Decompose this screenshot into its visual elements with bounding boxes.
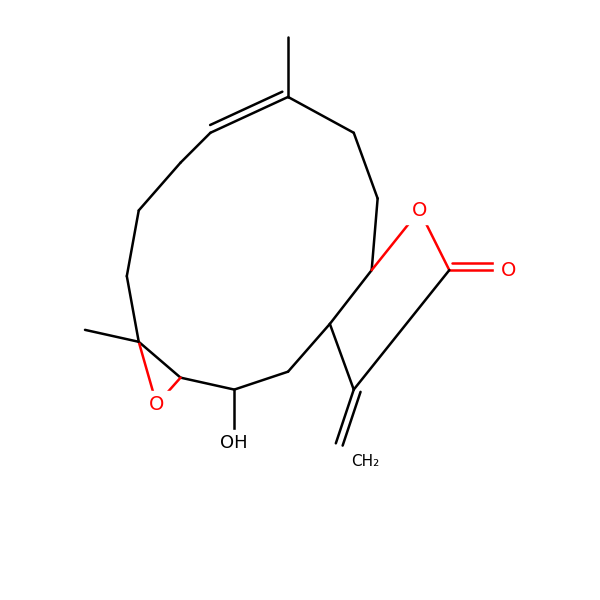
Text: O: O [412, 201, 427, 220]
Text: O: O [502, 260, 517, 280]
Bar [494, 257, 524, 283]
Text: O: O [149, 395, 164, 414]
Bar [404, 197, 434, 224]
Text: CH₂: CH₂ [352, 454, 380, 469]
Bar [218, 430, 251, 457]
Bar [142, 391, 172, 418]
Text: OH: OH [220, 434, 248, 452]
